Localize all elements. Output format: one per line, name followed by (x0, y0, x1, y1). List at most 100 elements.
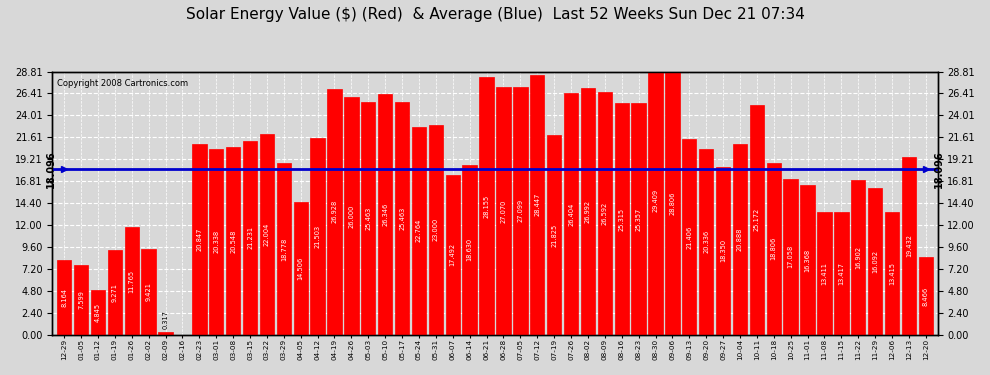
Bar (429, 124, 444, 335)
Bar (868, 188, 882, 335)
Bar (158, 332, 172, 335)
Text: 18.350: 18.350 (720, 239, 726, 262)
Text: 16.092: 16.092 (872, 250, 878, 273)
Bar (835, 212, 848, 335)
Bar (142, 249, 155, 335)
Bar (328, 89, 342, 335)
Bar (581, 88, 595, 335)
Text: 11.765: 11.765 (129, 269, 135, 292)
Bar (564, 93, 578, 335)
Bar (733, 144, 747, 335)
Bar (716, 167, 731, 335)
Bar (598, 92, 612, 335)
Bar (530, 75, 544, 335)
Text: 19.432: 19.432 (906, 234, 912, 258)
Text: 16.368: 16.368 (805, 248, 811, 272)
Bar (665, 72, 679, 335)
Text: 16.902: 16.902 (855, 246, 861, 269)
Bar (226, 147, 241, 335)
Text: 22.764: 22.764 (416, 219, 422, 242)
Bar (800, 185, 815, 335)
Bar (259, 134, 274, 335)
Bar (345, 97, 358, 335)
Text: 18.630: 18.630 (466, 238, 472, 261)
Bar (632, 103, 645, 335)
Bar (57, 260, 71, 335)
Bar (91, 291, 105, 335)
Text: 26.592: 26.592 (602, 202, 608, 225)
Bar (766, 163, 781, 335)
Bar (378, 94, 392, 335)
Bar (361, 102, 375, 335)
Text: 28.806: 28.806 (669, 191, 675, 215)
Text: 8.466: 8.466 (923, 286, 929, 306)
Text: 13.415: 13.415 (889, 262, 895, 285)
Bar (412, 127, 426, 335)
Bar (818, 212, 832, 335)
Bar (209, 149, 224, 335)
Bar (749, 105, 764, 335)
Bar (479, 78, 494, 335)
Text: 18.806: 18.806 (771, 237, 777, 260)
Bar (446, 175, 460, 335)
Text: 25.172: 25.172 (753, 208, 760, 231)
Bar (125, 227, 139, 335)
Bar (192, 144, 207, 335)
Text: 13.417: 13.417 (839, 262, 844, 285)
Text: 21.503: 21.503 (315, 225, 321, 248)
Text: 26.404: 26.404 (568, 202, 574, 226)
Text: 20.548: 20.548 (230, 229, 237, 252)
Text: 25.315: 25.315 (619, 207, 625, 231)
Text: 17.492: 17.492 (449, 243, 455, 266)
Text: 0.317: 0.317 (162, 310, 168, 329)
Text: 20.336: 20.336 (703, 230, 709, 254)
Text: 18.778: 18.778 (281, 237, 287, 261)
Text: 8.164: 8.164 (61, 288, 67, 307)
Text: 18.096: 18.096 (46, 151, 55, 188)
Text: 26.000: 26.000 (348, 204, 354, 228)
Text: 27.070: 27.070 (501, 200, 507, 223)
Bar (395, 102, 409, 335)
Text: 21.231: 21.231 (248, 226, 253, 249)
Bar (919, 257, 933, 335)
Text: 26.928: 26.928 (332, 200, 338, 223)
Bar (851, 180, 865, 335)
Text: 28.155: 28.155 (483, 195, 489, 218)
Bar (74, 265, 88, 335)
Text: 18.096: 18.096 (935, 151, 944, 188)
Text: 14.506: 14.506 (298, 257, 304, 280)
Text: 23.000: 23.000 (433, 218, 439, 241)
Text: 9.271: 9.271 (112, 283, 118, 302)
Text: 22.004: 22.004 (264, 222, 270, 246)
Bar (243, 141, 257, 335)
Bar (682, 139, 697, 335)
Bar (699, 149, 714, 335)
Bar (546, 135, 561, 335)
Bar (648, 66, 662, 335)
Text: 4.845: 4.845 (95, 303, 101, 322)
Text: 25.357: 25.357 (636, 207, 642, 231)
Text: 21.406: 21.406 (686, 225, 692, 249)
Text: 27.099: 27.099 (518, 200, 524, 222)
Text: Solar Energy Value ($) (Red)  & Average (Blue)  Last 52 Weeks Sun Dec 21 07:34: Solar Energy Value ($) (Red) & Average (… (185, 8, 805, 22)
Text: 28.447: 28.447 (535, 193, 541, 216)
Text: 20.338: 20.338 (213, 230, 219, 254)
Text: 7.599: 7.599 (78, 291, 84, 309)
Text: 21.825: 21.825 (551, 224, 557, 247)
Bar (615, 104, 629, 335)
Text: 9.421: 9.421 (146, 282, 151, 301)
Text: 25.463: 25.463 (399, 207, 405, 230)
Bar (496, 87, 511, 335)
Bar (885, 212, 899, 335)
Text: Copyright 2008 Cartronics.com: Copyright 2008 Cartronics.com (56, 80, 188, 88)
Bar (783, 179, 798, 335)
Bar (293, 202, 308, 335)
Text: 29.409: 29.409 (652, 189, 658, 212)
Text: 25.463: 25.463 (365, 207, 371, 230)
Bar (311, 138, 325, 335)
Text: 17.058: 17.058 (788, 245, 794, 268)
Bar (513, 87, 528, 335)
Text: 20.888: 20.888 (737, 228, 742, 251)
Text: 20.847: 20.847 (196, 228, 202, 251)
Text: 26.992: 26.992 (585, 200, 591, 223)
